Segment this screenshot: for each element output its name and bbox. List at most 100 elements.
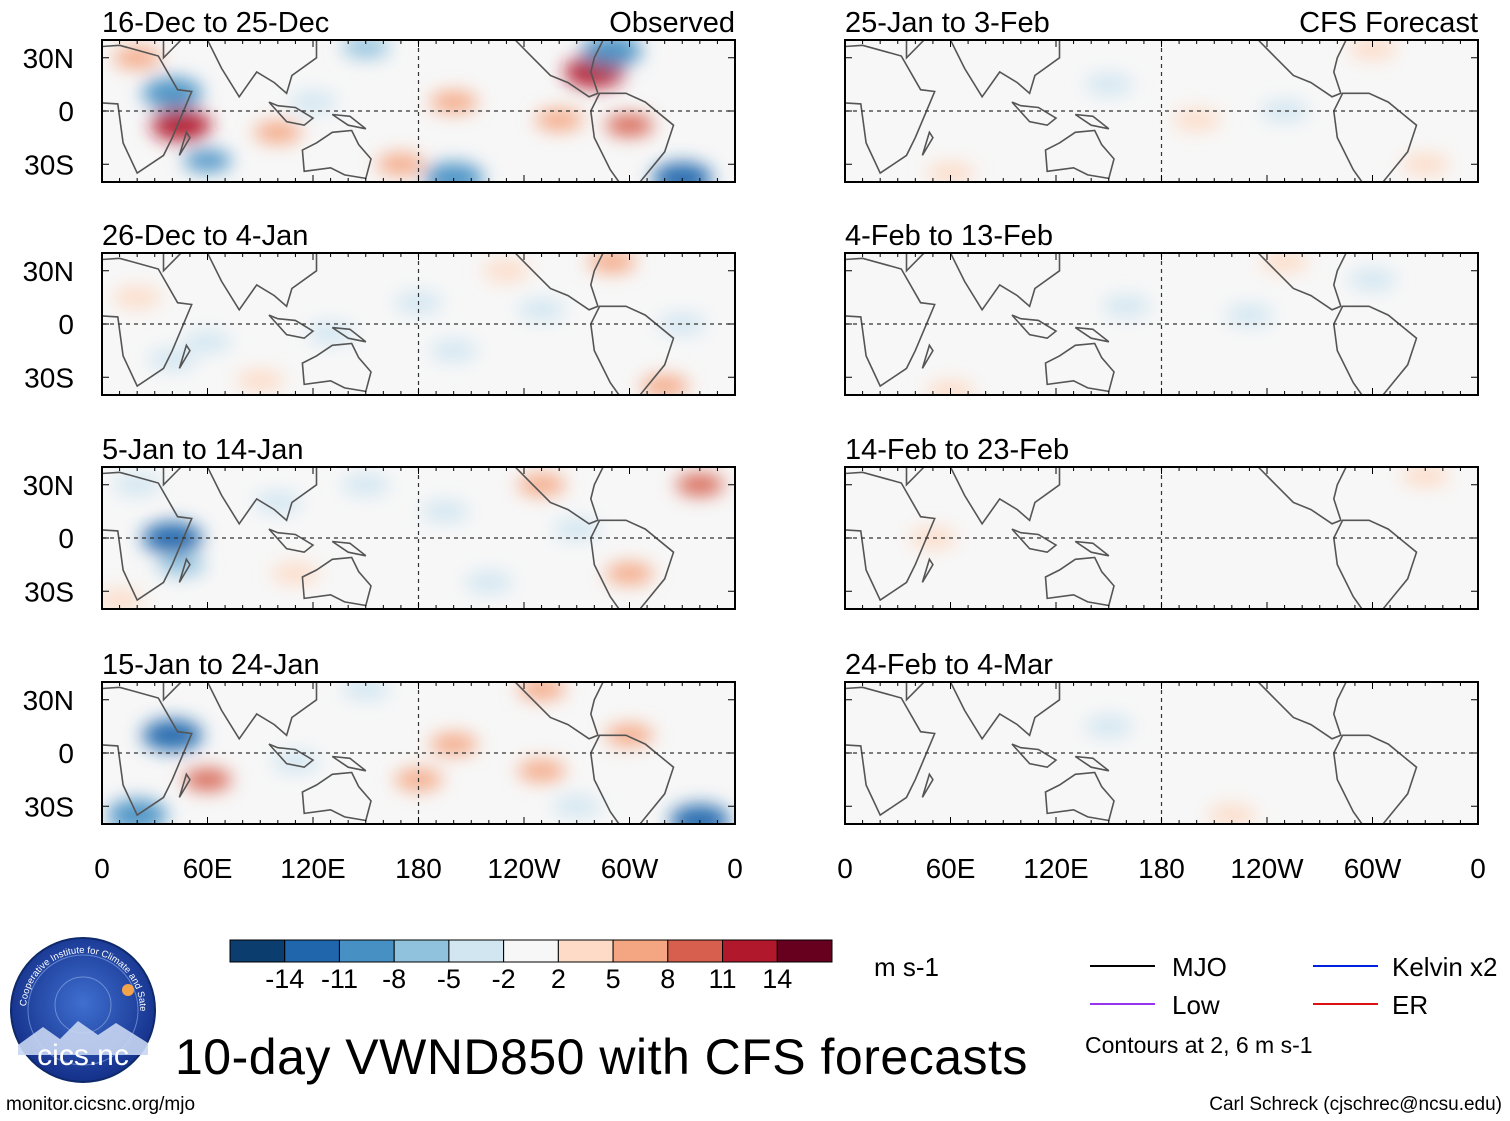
continent-outline: [178, 343, 191, 369]
y-tick-label: 30N: [23, 470, 74, 501]
panel-title: 5-Jan to 14-Jan: [102, 434, 304, 466]
anomaly-patch: [157, 553, 206, 576]
continent-outline: [1074, 326, 1110, 343]
y-tick-label: 30N: [23, 685, 74, 716]
y-tick-label: 0: [58, 309, 74, 340]
y-tick-label: 30S: [24, 149, 74, 180]
anomaly-patch: [1348, 268, 1397, 291]
panel-6: 4-Feb to 13-Feb: [844, 220, 1479, 396]
continent-outline: [1332, 305, 1418, 395]
anomaly-patch: [517, 298, 566, 321]
continent-outline: [268, 528, 315, 554]
anomaly-patch: [1084, 73, 1133, 96]
anomaly-patch: [1348, 40, 1397, 60]
x-tick-label: 120W: [487, 853, 561, 884]
continent-outline: [905, 467, 1061, 526]
continent-outline: [1332, 92, 1418, 182]
panel-3: 5-Jan to 14-Jan 30N 0 30S: [23, 434, 736, 610]
panels-layer: 16-Dec to 25-Dec Observed 30N 0 30S 26-Dec to…: [23, 7, 1479, 825]
contour-note: Contours at 2, 6 m s-1: [1085, 1032, 1313, 1058]
continent-outline: [921, 130, 934, 156]
continent-outline: [1257, 40, 1347, 98]
colorbar-tick-label: 2: [551, 964, 566, 994]
anomaly-field: [926, 40, 1450, 182]
continent-outline: [905, 253, 1061, 312]
continent-outline: [1011, 101, 1058, 127]
panel-title: 26-Dec to 4-Jan: [102, 220, 308, 252]
anomaly-patch: [423, 162, 484, 182]
anomaly-patch: [535, 108, 584, 131]
colorbar-bin: [612, 939, 669, 963]
continent-outline: [921, 772, 934, 798]
anomaly-patch: [429, 339, 478, 362]
column-header: Observed: [609, 7, 735, 39]
anomaly-patch: [341, 682, 390, 701]
colorbar-tick-label: -2: [492, 964, 516, 994]
anomaly-patch: [113, 286, 162, 309]
anomaly-field: [113, 253, 707, 395]
continent-outline: [1044, 129, 1115, 180]
y-tick-label: 30N: [23, 256, 74, 287]
anomaly-patch: [429, 733, 478, 756]
colorbar-bin: [503, 939, 559, 963]
continent-outline: [268, 314, 315, 340]
anomaly-patch: [926, 380, 975, 395]
continent-outline: [1011, 314, 1058, 340]
legend-label-kelvin: Kelvin x2: [1392, 952, 1498, 982]
colorbar-bin: [393, 939, 450, 963]
continent-outline: [1044, 342, 1115, 393]
source-url[interactable]: monitor.cicsnc.org/mjo: [6, 1094, 196, 1115]
anomaly-patch: [271, 562, 320, 585]
anomaly-patch: [183, 149, 232, 172]
panel-8: 24-Feb to 4-Mar: [844, 649, 1479, 825]
continent-outline: [921, 557, 934, 583]
colorbar-tick-label: 14: [762, 964, 792, 994]
y-tick-label: 0: [58, 738, 74, 769]
continent-outline: [102, 471, 193, 602]
continent-outline: [331, 755, 367, 772]
coastlines: [102, 40, 675, 182]
anomaly-patch: [1348, 759, 1397, 782]
continent-outline: [1257, 682, 1347, 740]
continent-outline: [1044, 771, 1115, 822]
colorbar-bin: [722, 939, 778, 963]
continent-outline: [1332, 519, 1418, 609]
colorbar-tick-label: -14: [265, 964, 304, 994]
anomaly-patch: [658, 313, 707, 335]
colorbar-tick-label: -5: [437, 964, 461, 994]
continent-outline: [845, 257, 936, 388]
anomaly-patch: [1260, 100, 1309, 122]
x-tick-label: 120W: [1230, 853, 1304, 884]
anomaly-patch: [183, 330, 232, 353]
colorbar-bin: [448, 939, 505, 963]
continent-outline: [514, 253, 604, 311]
anomaly-patch: [341, 40, 390, 59]
continent-outline: [1044, 556, 1115, 607]
anomaly-patch: [605, 724, 654, 747]
anomaly-patch: [908, 527, 957, 549]
legend-label-er: ER: [1392, 990, 1429, 1020]
continent-outline: [301, 556, 372, 607]
continent-outline: [514, 467, 604, 525]
anomaly-patch: [1225, 544, 1274, 567]
figure-title: 10-day VWND850 with CFS forecasts: [175, 1029, 1028, 1085]
legend-label-low: Low: [1172, 990, 1220, 1020]
continent-outline: [905, 682, 1061, 741]
continent-outline: [331, 326, 367, 343]
anomaly-patch: [1401, 467, 1450, 487]
anomaly-patch: [253, 491, 302, 514]
colorbar-bin: [284, 939, 340, 963]
coastlines: [845, 40, 1418, 182]
y-tick-label: 30S: [24, 362, 74, 393]
x-tick-label: 120E: [1023, 853, 1088, 884]
anomaly-patch: [926, 162, 975, 182]
continent-outline: [589, 734, 675, 824]
anomaly-patch: [1225, 304, 1274, 327]
panel-title: 16-Dec to 25-Dec: [102, 7, 329, 39]
continent-outline: [331, 540, 367, 557]
continent-outline: [268, 101, 315, 127]
x-tick-label: 60W: [1344, 853, 1402, 884]
continent-outline: [905, 40, 1061, 99]
colorbar-units: m s-1: [874, 952, 939, 982]
continent-outline: [1257, 467, 1347, 525]
